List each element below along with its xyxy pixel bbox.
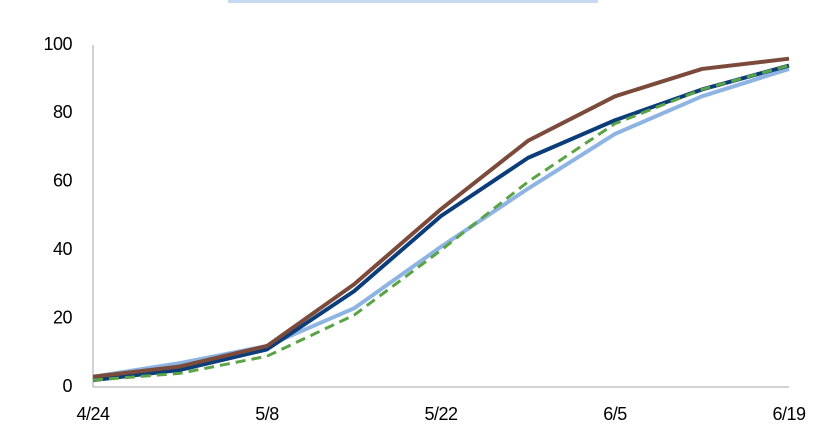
x-tick-label: 5/22: [424, 404, 458, 424]
x-tick-label: 6/19: [772, 404, 806, 424]
line-series: [92, 63, 790, 383]
x-tick-label: 5/8: [255, 404, 279, 424]
y-tick-label: 0: [62, 376, 72, 396]
line-series: [92, 64, 790, 382]
y-tick-label: 60: [53, 171, 73, 191]
y-tick-label: 100: [43, 34, 72, 54]
line-series: [92, 67, 790, 379]
x-tick-label: 6/5: [603, 404, 627, 424]
y-tick-label: 20: [53, 307, 73, 327]
x-tick-label: 4/24: [76, 404, 110, 424]
y-tick-label: 80: [53, 102, 73, 122]
header-bar: [228, 0, 598, 3]
y-tick-label: 40: [53, 239, 73, 259]
line-series: [92, 56, 790, 379]
